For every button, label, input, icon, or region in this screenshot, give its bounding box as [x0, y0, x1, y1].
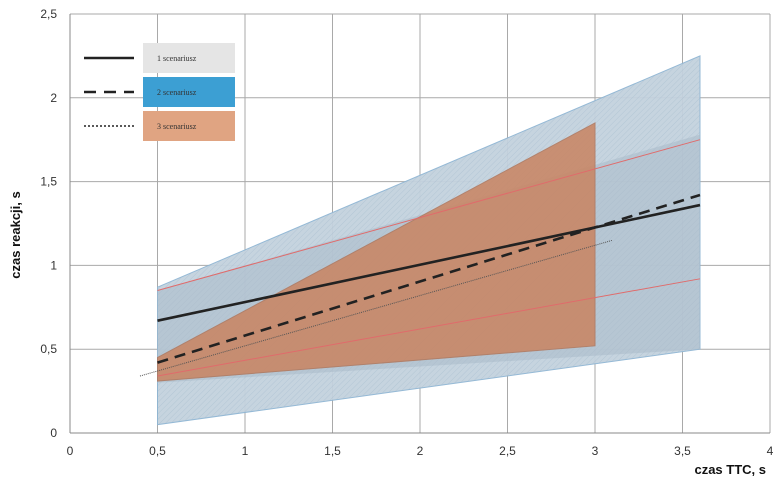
y-tick-label: 0 — [50, 426, 57, 440]
y-tick-label: 1 — [50, 258, 57, 272]
legend-swatch-1 — [143, 43, 235, 73]
y-tick-label: 0,5 — [40, 342, 57, 356]
x-tick-label: 0,5 — [149, 444, 166, 458]
x-tick-label: 1 — [242, 444, 249, 458]
x-tick-label: 0 — [67, 444, 74, 458]
x-tick-label: 2 — [417, 444, 424, 458]
legend-swatch-2 — [143, 77, 235, 107]
conf-line-scenario-2-upper — [157, 139, 701, 292]
series-lines — [139, 139, 701, 377]
line-scenario-1 — [157, 203, 701, 322]
x-tick-label: 2,5 — [499, 444, 516, 458]
x-tick-label: 3,5 — [674, 444, 691, 458]
legend-label-1: 1 scenariusz — [157, 54, 197, 63]
x-tick-label: 4 — [767, 444, 774, 458]
x-axis-label: czas TTC, s — [694, 462, 766, 477]
x-tick-label: 3 — [592, 444, 599, 458]
legend: 1 scenariusz 2 scenariusz 3 scenariusz — [84, 43, 235, 141]
legend-label-3: 3 scenariusz — [157, 122, 197, 131]
y-tick-label: 2,5 — [40, 7, 57, 21]
conf-line-scenario-2-lower — [157, 278, 701, 377]
confidence-bands — [157, 55, 701, 426]
y-tick-label: 1,5 — [40, 175, 57, 189]
y-tick-label: 2 — [50, 91, 57, 105]
legend-swatch-3 — [143, 111, 235, 141]
y-axis-label: czas reakcji, s — [8, 191, 23, 278]
line-scenario-2 — [157, 193, 701, 364]
band-scenario-3 — [157, 122, 596, 382]
axes: 0 0,5 1 1,5 2 2,5 3 3,5 4 0 0,5 1 1,5 2 2,5 — [40, 7, 773, 458]
legend-label-2: 2 scenariusz — [157, 88, 197, 97]
x-tick-label: 1,5 — [324, 444, 341, 458]
